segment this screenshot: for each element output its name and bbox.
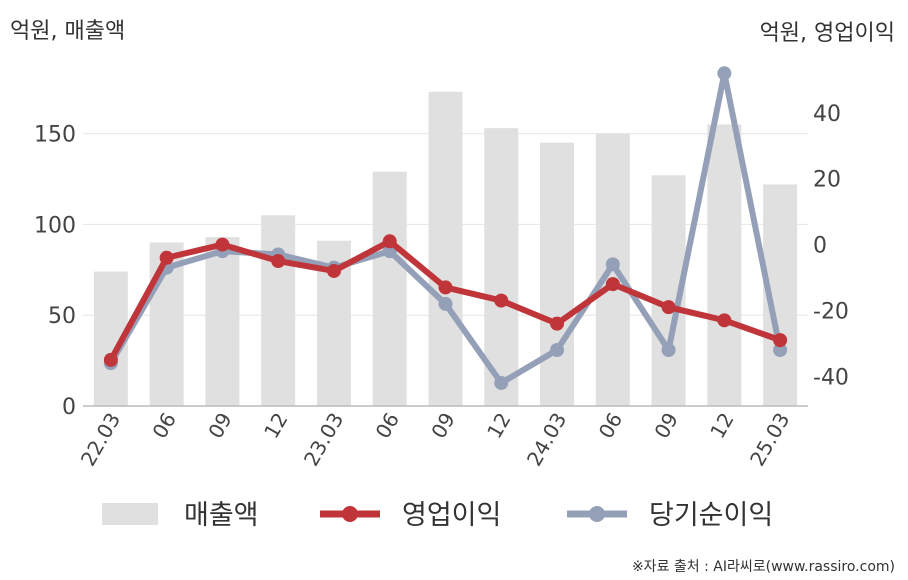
operating-profit-point [103, 352, 118, 367]
right-tick-label: -40 [813, 365, 849, 390]
x-tick-label: 09 [426, 409, 460, 443]
left-tick-label: 50 [48, 304, 76, 329]
operating-profit-point [271, 254, 286, 269]
x-tick-label: 12 [705, 409, 739, 443]
operating-profit-point [159, 250, 174, 265]
operating-profit-point [717, 313, 732, 328]
revenue-bar [372, 171, 407, 406]
revenue-bar [428, 91, 463, 407]
x-tick-label: 06 [594, 409, 628, 443]
line-series [103, 66, 788, 390]
legend-marker-operating-profit [342, 506, 358, 522]
legend-marker-net-income [589, 506, 605, 522]
right-axis-title: 억원, 영업이익 [760, 21, 895, 46]
right-tick-label: -20 [813, 299, 849, 324]
left-tick-label: 100 [34, 213, 76, 238]
legend-label-revenue: 매출액 [184, 500, 259, 531]
x-tick-label: 22.03 [76, 409, 125, 471]
net-income-point [494, 375, 509, 390]
operating-profit-point [773, 333, 788, 348]
right-tick-label: 40 [813, 102, 841, 127]
operating-profit-point [605, 277, 620, 292]
x-tick-label: 24.03 [522, 409, 571, 471]
right-tick-label: 20 [813, 168, 841, 193]
revenue-bar [540, 142, 575, 406]
x-tick-label: 25.03 [745, 409, 794, 471]
net-income-point [438, 296, 453, 311]
operating-profit-point [438, 280, 453, 295]
x-tick-label: 23.03 [299, 409, 348, 471]
x-tick-label: 06 [147, 409, 181, 443]
net-income-point [717, 66, 732, 81]
legend-label-net-income: 당기순이익 [649, 500, 773, 531]
x-axis-ticks: 22.03 06 09 12 23.03 06 09 12 24.03 06 09 12 25.03 [76, 409, 795, 471]
net-income-point [550, 343, 565, 357]
left-axis-title: 억원, 매출액 [10, 19, 125, 44]
operating-profit-point [382, 234, 397, 249]
revenue-bars [93, 91, 798, 407]
x-tick-label: 09 [203, 409, 237, 443]
operating-profit-point [215, 237, 230, 252]
net-income-point [661, 343, 676, 357]
net-income-point [773, 343, 788, 357]
left-tick-label: 150 [34, 123, 76, 148]
x-tick-label: 12 [259, 409, 293, 443]
operating-profit-point [661, 300, 676, 315]
left-tick-label: 0 [62, 395, 76, 420]
x-tick-label: 06 [371, 409, 405, 443]
x-tick-label: 09 [649, 409, 683, 443]
legend-swatch-revenue [102, 503, 158, 525]
revenue-bar [484, 128, 519, 407]
operating-profit-point [550, 316, 565, 331]
legend: 매출액 영업이익 당기순이익 [102, 500, 773, 531]
left-axis-ticks: 0 50 100 150 [34, 123, 76, 420]
net-income-point [605, 257, 620, 272]
source-note: ※자료 출처 : AI라씨로(www.rassiro.com) [632, 559, 895, 575]
legend-label-operating-profit: 영업이익 [402, 500, 501, 531]
right-axis-ticks: -40 -20 0 20 40 [813, 102, 849, 391]
revenue-bar [205, 237, 240, 406]
revenue-bar [707, 124, 742, 407]
revenue-bar [261, 215, 296, 406]
right-tick-label: 0 [813, 234, 827, 259]
x-tick-label: 12 [482, 409, 516, 443]
operating-profit-point [494, 293, 509, 308]
operating-profit-point [326, 263, 341, 278]
